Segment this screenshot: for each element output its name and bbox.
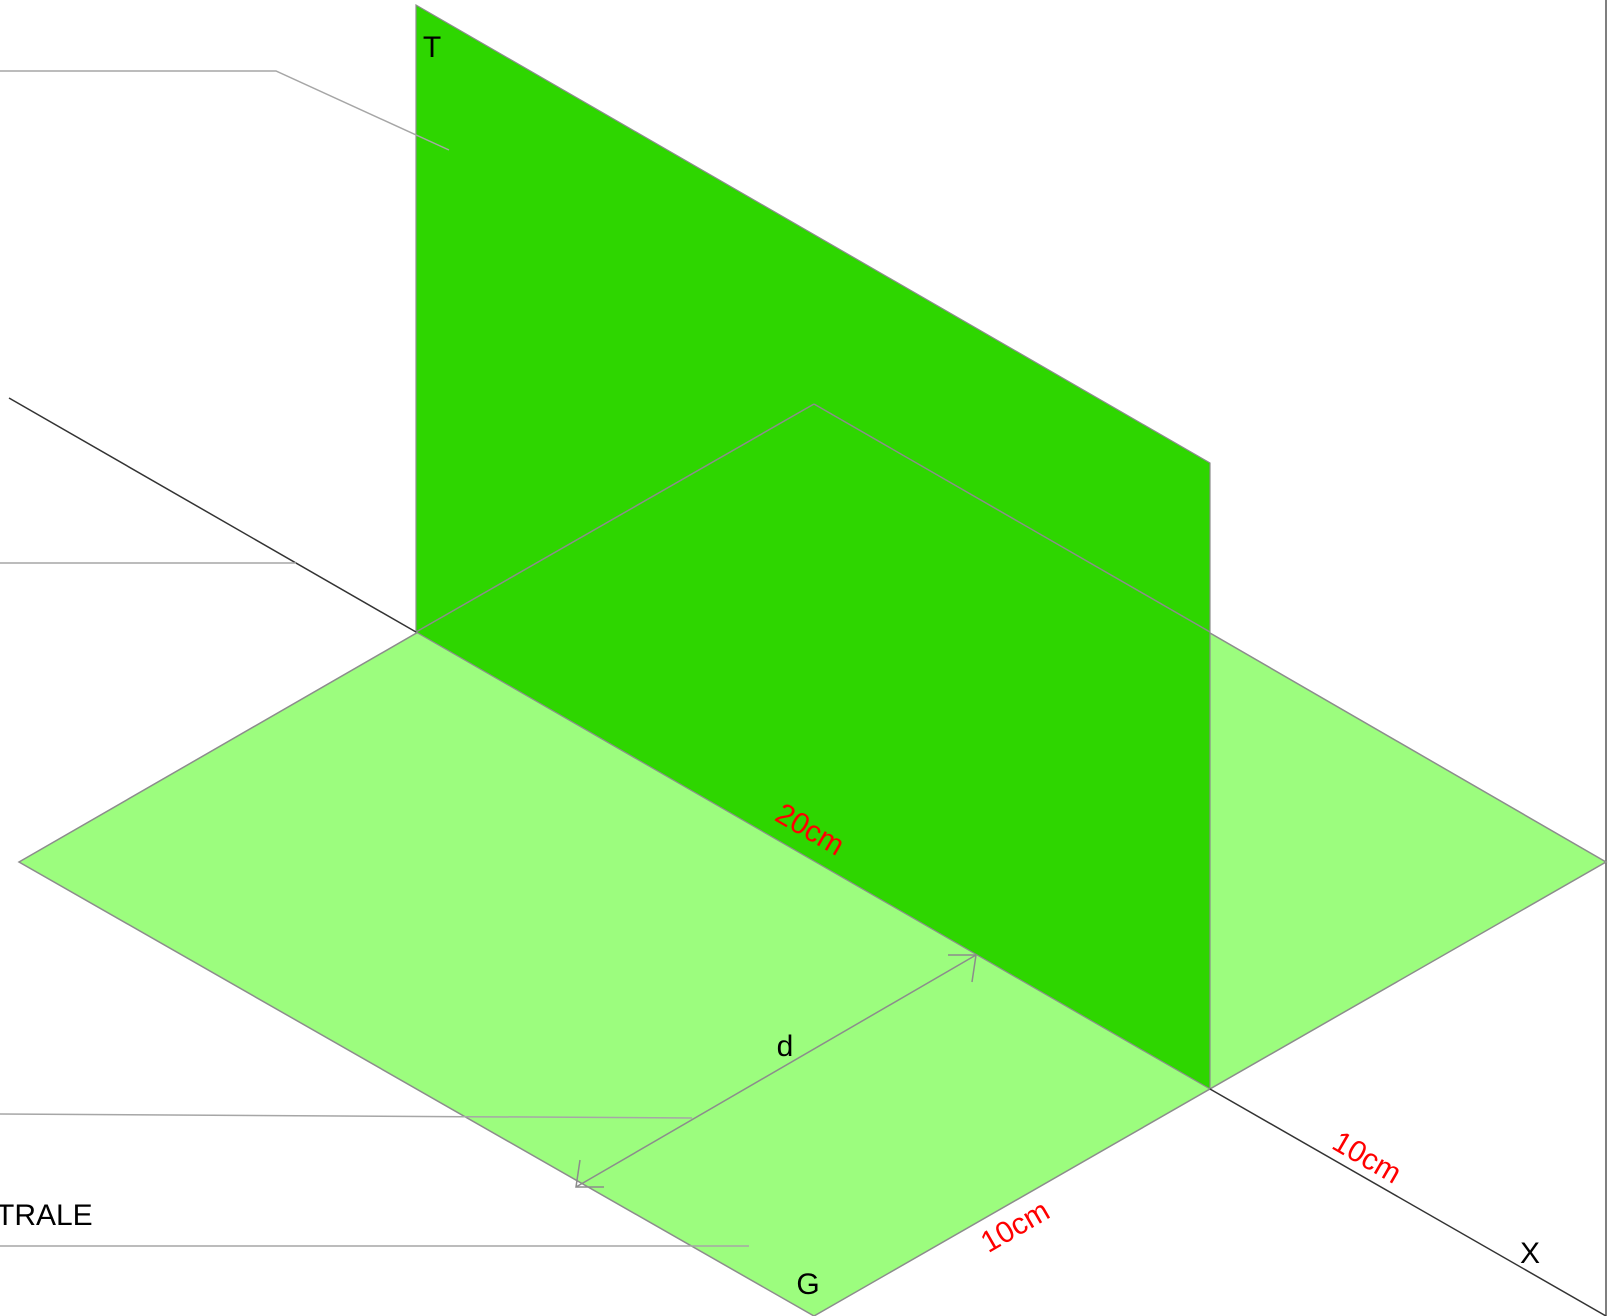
partial-label-trale: TRALE — [0, 1199, 93, 1232]
axis-line-lower — [1209, 1088, 1607, 1316]
distance-arrowhead-end — [948, 954, 977, 983]
plane-label-t: T — [423, 31, 441, 64]
ground-label-g: G — [796, 1268, 819, 1301]
axis-line-upper — [8, 397, 417, 633]
distance-arrow-line — [575, 954, 977, 1188]
ground-back-edge-left — [415, 403, 815, 633]
distance-arrowhead-start — [575, 1159, 604, 1188]
distance-label-d: d — [777, 1030, 794, 1063]
axis-label-x: X — [1520, 1237, 1540, 1270]
leader-line-distance — [0, 1113, 693, 1119]
ground-back-edge-right — [813, 403, 1211, 633]
leader-line-plane — [0, 70, 450, 151]
